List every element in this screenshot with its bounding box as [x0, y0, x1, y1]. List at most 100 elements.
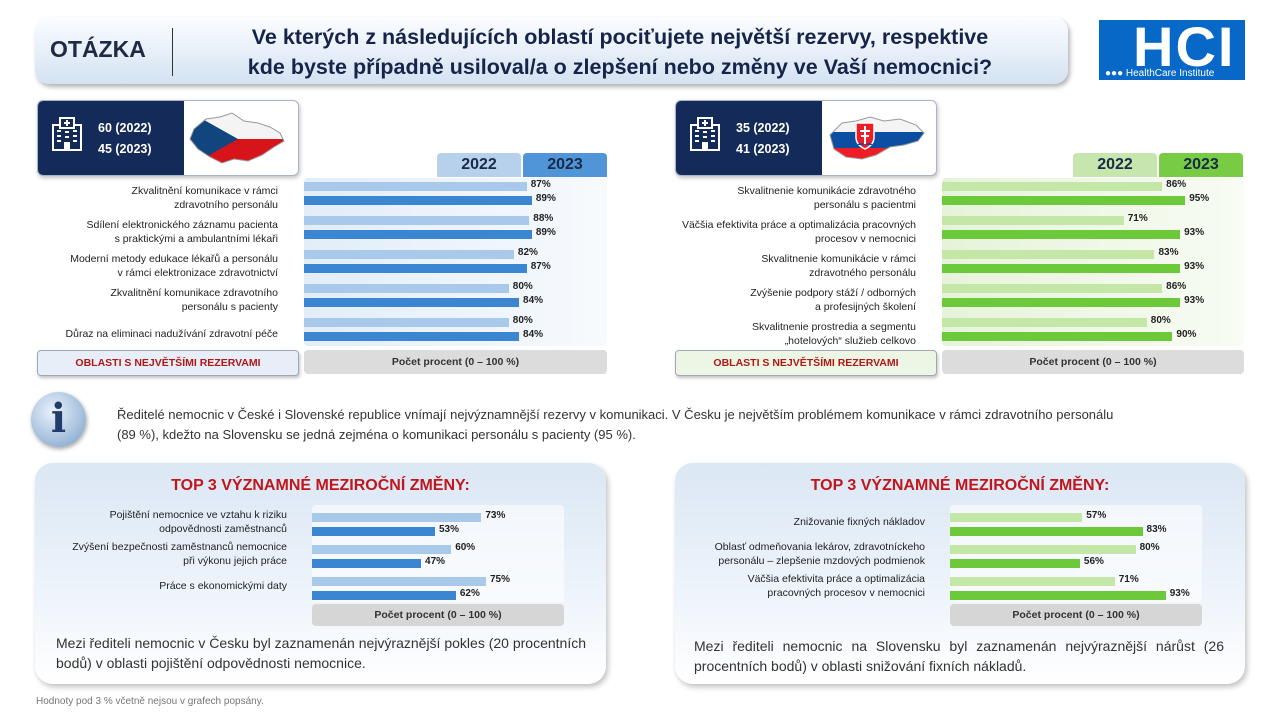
cz-n-2022: 60 (2022): [98, 121, 152, 135]
cz-bar-a: [304, 216, 530, 225]
cz_changes-data-label: 47%: [425, 556, 446, 567]
cz-data-label: 80%: [512, 315, 533, 326]
hci-logo: HCI ●●● HealthCare Institute: [1099, 15, 1245, 80]
slovak-coat-of-arms-icon: [855, 122, 875, 150]
cz-axis-label: Počet procent (0 – 100 %): [304, 350, 607, 374]
sk-areas-label: OBLASTI S NEJVĚTŠÍMI REZERVAMI: [675, 350, 937, 376]
sk-data-label: 93%: [1184, 227, 1205, 238]
cz-data-label: 87%: [530, 179, 551, 190]
question-line-1: Ve kterých z následujících oblastí pociť…: [251, 25, 989, 49]
cz-data-label: 84%: [523, 295, 544, 306]
sk-bar-b: [942, 264, 1181, 273]
sk_changes-data-label: 57%: [1086, 510, 1107, 521]
sk-respondents-box: 35 (2022) 41 (2023): [675, 100, 937, 176]
info-text: Ředitelé nemocnic v České i Slovenské re…: [117, 405, 1257, 445]
cz_changes-category-label: Pojištění nemocnice ve vztahu k riziku od…: [109, 509, 287, 535]
sk-respondents-panel: [676, 101, 822, 175]
sk-bar-a: [942, 250, 1155, 259]
footnote: Hodnoty pod 3 % včetně nejsou v grafech …: [36, 696, 264, 707]
sk-data-label: 83%: [1158, 247, 1179, 258]
sk-bar-a: [942, 216, 1124, 225]
sk-data-label: 80%: [1150, 315, 1171, 326]
sk_changes-data-label: 56%: [1083, 556, 1104, 567]
cz-bar-a: [304, 250, 514, 259]
sk-axis-label: Počet procent (0 – 100 %): [942, 350, 1244, 374]
cz-bar-b: [304, 298, 520, 307]
sk-bar-a: [942, 318, 1147, 327]
cz-bar-a: [304, 318, 509, 327]
sk-legend-2022: 2022: [1073, 153, 1157, 177]
sk-data-label: 93%: [1184, 261, 1205, 272]
cz-data-label: 88%: [533, 213, 554, 224]
cz_changes-category-label: Práce s ekonomickými daty: [159, 580, 287, 592]
cz-category-label: Zkvalitnění komunikace zdravotního person…: [110, 287, 278, 313]
sk-category-label: Zvýšenie podpory stáží / odborných a prof…: [750, 287, 916, 313]
cz-changes-summary: Mezi řediteli nemocnic v Česku byl zazna…: [56, 635, 586, 671]
sk_changes-category-label: Väčšia efektivita práce a optimalizácia p…: [747, 573, 925, 599]
cz-legend-2023: 2023: [523, 153, 607, 177]
cz_changes-bar-b: [312, 559, 422, 568]
sk_changes-data-label: 93%: [1169, 588, 1190, 599]
info-line-1: Ředitelé nemocnic v České i Slovenské re…: [117, 407, 1114, 422]
cz-bar-b: [304, 264, 527, 273]
cz_changes-bar-b: [312, 591, 456, 600]
sk_changes-category-label: Oblasť odmeňovania lekárov, zdravotnícke…: [714, 541, 925, 567]
cz-n-2023: 45 (2023): [98, 142, 152, 156]
sk-n-2023: 41 (2023): [736, 142, 790, 156]
header-divider: [172, 28, 173, 76]
sk_changes-bar-b: [950, 559, 1080, 568]
cz_changes-category-label: Zvýšení bezpečnosti zaměstnanců nemocnic…: [72, 541, 287, 567]
cz_changes-data-label: 60%: [455, 542, 476, 553]
info-icon: i: [31, 392, 86, 447]
cz-respondents-panel: [38, 101, 184, 175]
sk-bar-b: [942, 298, 1181, 307]
sk_changes-data-label: 83%: [1146, 524, 1167, 535]
cz_changes-data-label: 62%: [459, 588, 480, 599]
question-line-2: kde byste případně usiloval/a o zlepšení…: [247, 55, 993, 79]
sk_changes-bar-a: [950, 545, 1136, 554]
sk-changes-axis-label: Počet procent (0 – 100 %): [950, 604, 1202, 626]
sk-data-label: 90%: [1176, 329, 1197, 340]
sk-category-label: Skvalitnenie komunikácie zdravotného pers…: [737, 185, 916, 211]
sk-data-label: 86%: [1166, 179, 1187, 190]
sk_changes-bar-a: [950, 577, 1115, 586]
sk_changes-bar-a: [950, 513, 1083, 522]
sk-category-label: Väčšia efektivita práce a optimalizácia …: [681, 219, 916, 245]
cz-changes-axis-label: Počet procent (0 – 100 %): [312, 604, 564, 626]
sk_changes-data-label: 71%: [1118, 574, 1139, 585]
cz-data-label: 89%: [535, 227, 556, 238]
cz-bar-b: [304, 230, 532, 239]
cz-data-label: 87%: [530, 261, 551, 272]
cz-category-label: Moderní metody edukace lékařů a personál…: [70, 253, 278, 279]
cz_changes-bar-a: [312, 577, 486, 586]
cz_changes-bar-b: [312, 527, 435, 536]
logo-text: HCI: [1133, 15, 1236, 78]
sk_changes-bar-b: [950, 527, 1143, 536]
hospital-icon: [52, 117, 82, 151]
cz-data-label: 82%: [517, 247, 538, 258]
sk_changes-data-label: 80%: [1139, 542, 1160, 553]
sk-bar-b: [942, 230, 1181, 239]
sk-data-label: 93%: [1184, 295, 1205, 306]
cz_changes-data-label: 73%: [485, 510, 506, 521]
logo-subtitle: ●●● HealthCare Institute: [1105, 68, 1215, 79]
cz-bar-a: [304, 284, 509, 293]
cz-data-label: 84%: [523, 329, 544, 340]
cz_changes-data-label: 53%: [438, 524, 459, 535]
sk-data-label: 86%: [1166, 281, 1187, 292]
sk-data-label: 71%: [1127, 213, 1148, 224]
sk-respondent-counts: 35 (2022) 41 (2023): [736, 118, 790, 160]
sk_changes-bar-b: [950, 591, 1166, 600]
sk-bar-a: [942, 284, 1163, 293]
cz_changes-bar-a: [312, 545, 452, 554]
czech-flag-map-icon: [189, 112, 285, 164]
sk-n-2022: 35 (2022): [736, 121, 790, 135]
question-label: OTÁZKA: [50, 36, 146, 62]
cz-category-label: Důraz na eliminaci nadužívání zdravotní …: [65, 328, 278, 340]
sk-changes-summary: Mezi řediteli nemocnic na Slovensku byl …: [694, 638, 1224, 674]
cz-category-label: Zkvalitnění komunikace v rámci zdravotníh…: [131, 185, 278, 211]
sk-data-label: 95%: [1189, 193, 1210, 204]
cz-data-label: 89%: [535, 193, 556, 204]
question-banner: [35, 17, 1068, 84]
cz-data-label: 80%: [512, 281, 533, 292]
